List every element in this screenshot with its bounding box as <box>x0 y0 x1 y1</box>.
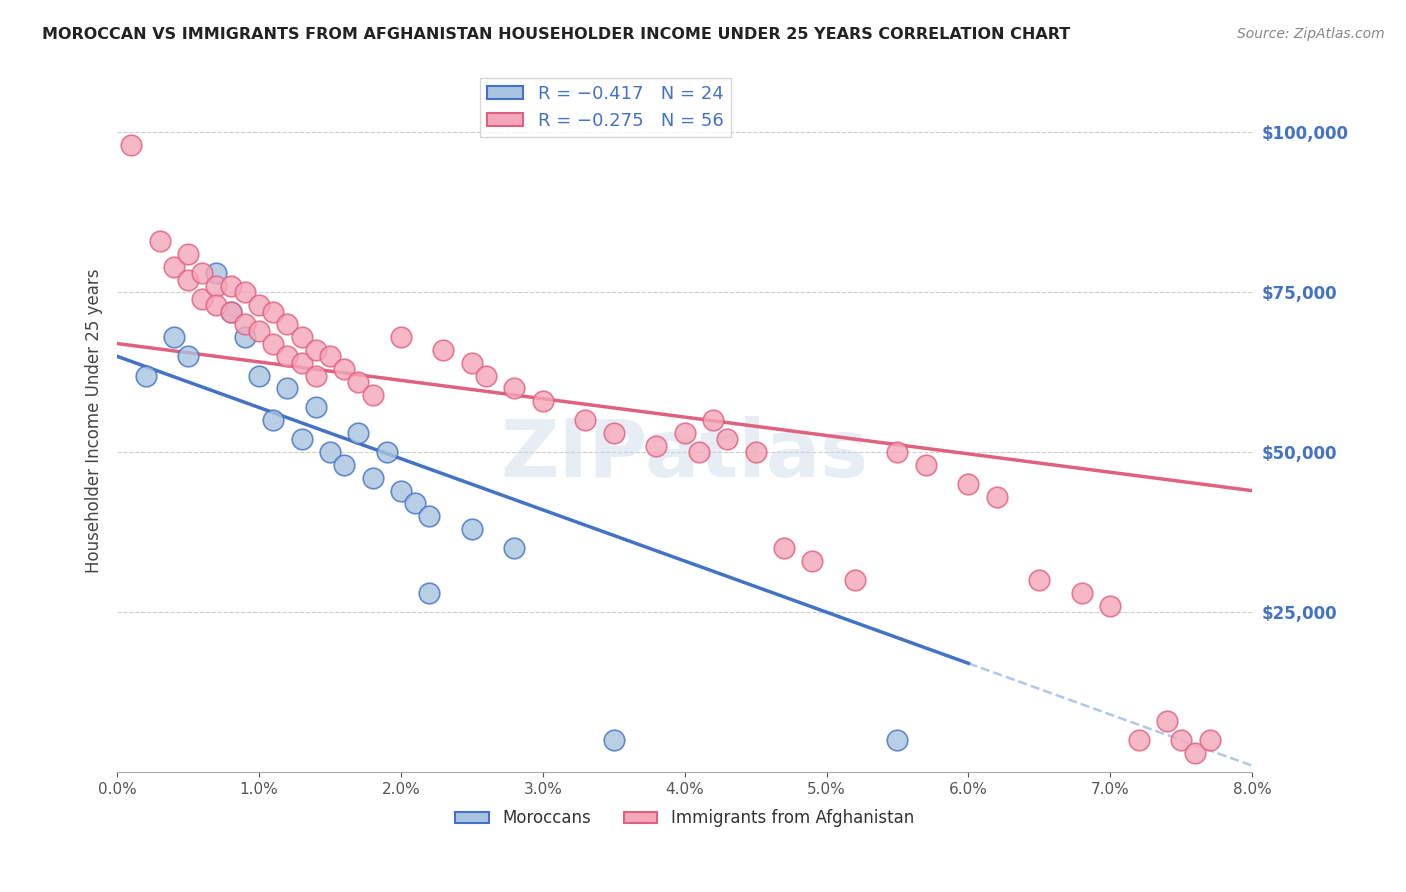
Point <box>716 433 738 447</box>
Point <box>333 362 356 376</box>
Point <box>163 260 186 274</box>
Text: MOROCCAN VS IMMIGRANTS FROM AFGHANISTAN HOUSEHOLDER INCOME UNDER 25 YEARS CORREL: MOROCCAN VS IMMIGRANTS FROM AFGHANISTAN … <box>42 27 1070 42</box>
Point <box>886 445 908 459</box>
Point <box>389 483 412 498</box>
Point <box>233 318 256 332</box>
Point <box>247 368 270 383</box>
Point <box>957 477 980 491</box>
Text: ZIPatlas: ZIPatlas <box>501 417 869 494</box>
Point <box>177 349 200 363</box>
Point <box>276 381 298 395</box>
Point <box>886 733 908 747</box>
Point <box>1070 586 1092 600</box>
Point <box>347 375 370 389</box>
Point <box>574 413 596 427</box>
Point <box>305 343 328 357</box>
Point <box>702 413 724 427</box>
Point <box>773 541 796 556</box>
Point <box>191 292 214 306</box>
Point <box>914 458 936 472</box>
Point <box>801 554 824 568</box>
Point <box>461 522 484 536</box>
Point <box>673 426 696 441</box>
Point <box>135 368 157 383</box>
Point <box>291 433 314 447</box>
Point <box>1184 746 1206 760</box>
Legend: Moroccans, Immigrants from Afghanistan: Moroccans, Immigrants from Afghanistan <box>449 803 921 834</box>
Point <box>291 330 314 344</box>
Point <box>219 304 242 318</box>
Point <box>205 298 228 312</box>
Point <box>1128 733 1150 747</box>
Point <box>1099 599 1122 613</box>
Point <box>375 445 398 459</box>
Point <box>205 266 228 280</box>
Point <box>247 298 270 312</box>
Point <box>219 304 242 318</box>
Y-axis label: Householder Income Under 25 years: Householder Income Under 25 years <box>86 268 103 573</box>
Text: Source: ZipAtlas.com: Source: ZipAtlas.com <box>1237 27 1385 41</box>
Point <box>503 381 526 395</box>
Point <box>347 426 370 441</box>
Point <box>1198 733 1220 747</box>
Point <box>163 330 186 344</box>
Point <box>262 413 284 427</box>
Point <box>120 138 142 153</box>
Point <box>418 586 440 600</box>
Point <box>475 368 498 383</box>
Point <box>305 401 328 415</box>
Point <box>602 733 624 747</box>
Point <box>291 356 314 370</box>
Point <box>461 356 484 370</box>
Point <box>233 330 256 344</box>
Point <box>262 304 284 318</box>
Point <box>645 439 668 453</box>
Point <box>319 445 342 459</box>
Point <box>276 349 298 363</box>
Point <box>602 426 624 441</box>
Point <box>177 247 200 261</box>
Point <box>333 458 356 472</box>
Point <box>986 490 1008 504</box>
Point <box>844 573 866 587</box>
Point <box>531 394 554 409</box>
Point <box>432 343 454 357</box>
Point <box>1170 733 1192 747</box>
Point <box>219 279 242 293</box>
Point <box>149 234 172 248</box>
Point <box>191 266 214 280</box>
Point <box>503 541 526 556</box>
Point <box>205 279 228 293</box>
Point <box>305 368 328 383</box>
Point <box>404 496 426 510</box>
Point <box>1156 714 1178 728</box>
Point <box>319 349 342 363</box>
Point <box>276 318 298 332</box>
Point <box>177 272 200 286</box>
Point <box>744 445 766 459</box>
Point <box>389 330 412 344</box>
Point <box>688 445 710 459</box>
Point <box>233 285 256 300</box>
Point <box>262 336 284 351</box>
Point <box>247 324 270 338</box>
Point <box>1028 573 1050 587</box>
Point <box>418 509 440 524</box>
Point <box>361 471 384 485</box>
Point <box>361 387 384 401</box>
